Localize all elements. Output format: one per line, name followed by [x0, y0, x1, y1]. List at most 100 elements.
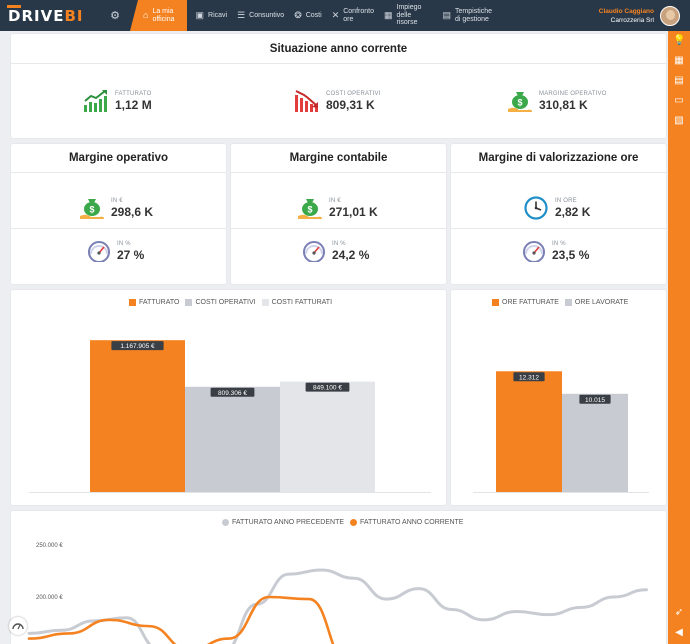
ore-value: 2,82 K [555, 204, 591, 219]
panel-situazione: Situazione anno corrente FATTURATO 1,12 … [11, 34, 666, 138]
gauge-icon [523, 241, 545, 262]
home-icon: ⌂ [143, 9, 149, 20]
bar-fatturato[interactable] [90, 340, 185, 492]
mo-eur-label: IN € [111, 197, 123, 204]
y-tick-label: 250.000 € [36, 543, 63, 549]
ore-pct-value: 23,5 % [552, 247, 590, 262]
nav-item-costi[interactable]: ❂ Costi [294, 9, 322, 20]
nav-item-impiego-risorse[interactable]: ▦ Impiego delle risorse [383, 4, 422, 27]
bar-ore-fatturate[interactable] [496, 371, 562, 492]
data-label: 849.100 € [313, 385, 342, 392]
divider [11, 63, 666, 64]
bar-ore-lavorate[interactable] [562, 393, 628, 492]
kpi-ore: IN ORE 2,82 K [523, 196, 590, 220]
kpi-ore-pct: IN % 23,5 % [522, 240, 589, 262]
logo-text-drive: DRIVE [8, 6, 65, 25]
legend-item-costi-fatturati[interactable]: COSTI FATTURATI [261, 299, 332, 306]
clock-icon [524, 196, 548, 220]
nav-item-tempistiche[interactable]: ▤ Tempistiche di gestione [442, 8, 492, 23]
divider [451, 228, 666, 229]
panel-chart-ore: ORE FATTURATE ORE LAVORATE 12.312 10.015 [451, 290, 666, 505]
panel-margine-ore: Margine di valorizzazione ore IN ORE 2,8… [451, 144, 666, 284]
margine-contabile-title: Margine contabile [289, 152, 388, 164]
mo-pct-value: 27 % [117, 247, 145, 262]
mc-eur-label: IN € [329, 197, 341, 204]
chart3-legend: FATTURATO ANNO PRECEDENTE FATTURATO ANNO… [222, 519, 469, 526]
legend-item-costi-operativi[interactable]: COSTI OPERATIVI [185, 299, 256, 306]
speedometer-icon [12, 623, 24, 630]
user-company: Carrozzeria Srl [610, 16, 654, 24]
document-icon[interactable]: ▤ [674, 75, 684, 86]
legend-item-anno-corrente[interactable]: FATTURATO ANNO CORRENTE [350, 519, 463, 526]
speedometer-fab[interactable] [9, 617, 27, 635]
situazione-title: Situazione anno corrente [269, 43, 408, 55]
margine-ore-title: Margine di valorizzazione ore [478, 152, 639, 164]
bar-chart-costi: 1.167.905 € 809.306 € 849.100 € [29, 340, 431, 493]
y-tick-label: 200.000 € [36, 595, 63, 601]
chart-up-icon [84, 90, 107, 112]
chat-icon[interactable]: ▭ [674, 95, 684, 106]
legend-item-anno-precedente[interactable]: FATTURATO ANNO PRECEDENTE [222, 519, 344, 526]
report-icon[interactable]: ▧ [674, 115, 684, 126]
logo-mark [7, 5, 21, 8]
nav-item-consuntivo[interactable]: ☰ Consuntivo [237, 9, 285, 20]
divider [11, 228, 226, 229]
gauge-icon [88, 241, 110, 262]
divider [231, 172, 446, 173]
legend-item-ore-fatturate[interactable]: ORE FATTURATE [492, 299, 559, 306]
costi-operativi-label: COSTI OPERATIVI [326, 90, 381, 97]
kpi-mc-pct: IN % 24,2 % [302, 240, 369, 262]
bar-costi-operativi[interactable] [185, 386, 280, 492]
avatar[interactable] [660, 5, 680, 26]
chart2-legend: ORE FATTURATE ORE LAVORATE [492, 299, 634, 306]
data-label: 12.312 [519, 374, 539, 381]
user-name: Claudio Caggiano [598, 7, 654, 15]
svg-text:$: $ [89, 205, 94, 215]
panel-chart-fatturato-anni: FATTURATO ANNO PRECEDENTE FATTURATO ANNO… [11, 511, 666, 644]
kpi-mo-pct: IN % 27 % [87, 240, 144, 262]
series-line-anno-precedente [27, 568, 648, 644]
ore-pct-label: IN % [552, 240, 566, 247]
top-navigation-bar: DRIVE BI ⚙ ⌂ La mia officina ▣ Ricavi ☰ Co… [0, 0, 690, 31]
logo-text-bi: BI [64, 6, 84, 25]
bar-costi-fatturati[interactable] [280, 381, 375, 492]
calendar-icon[interactable]: ▦ [674, 55, 684, 66]
megaphone-icon[interactable]: ◀ [675, 627, 683, 638]
divider [231, 228, 446, 229]
mc-pct-label: IN % [332, 240, 346, 247]
money-bag-icon: $ [508, 92, 532, 112]
right-tool-bar: 💡 ▦ ▤ ▭ ▧ ➶ ◀ [668, 31, 690, 644]
rocket-icon[interactable]: ➶ [674, 607, 684, 618]
data-label-bg [513, 372, 545, 382]
panel-margine-operativo: Margine operativo $ IN € 298,6 K IN % 27… [11, 144, 226, 284]
data-label: 809.306 € [218, 390, 247, 397]
calendar-check-icon: ▤ [442, 9, 452, 20]
legend-item-fatturato[interactable]: FATTURATO [129, 299, 179, 306]
chart-down-icon [295, 90, 318, 112]
svg-text:$: $ [517, 98, 522, 108]
data-label-bg [210, 387, 255, 397]
mo-eur-value: 298,6 K [111, 204, 154, 219]
gauge-icon [303, 241, 325, 262]
margine-operativo-label: MARGINE OPERATIVO [539, 90, 607, 97]
divider [11, 172, 226, 173]
lightbulb-icon[interactable]: 💡 [673, 35, 686, 46]
nav-item-confronto-ore[interactable]: ✕ Confronto ore [331, 8, 374, 23]
panel-margine-contabile: Margine contabile $ IN € 271,01 K IN % 2… [231, 144, 446, 284]
legend-item-ore-lavorate[interactable]: ORE LAVORATE [564, 299, 628, 306]
mc-pct-value: 24,2 % [332, 247, 370, 262]
nav-item-ricavi[interactable]: ▣ Ricavi [195, 9, 228, 20]
drivebi-logo[interactable]: DRIVE BI [0, 0, 100, 31]
nav-item-la-mia-officina[interactable]: ⌂ La mia officina [130, 0, 187, 31]
data-label-bg [579, 394, 611, 404]
margine-operativo-title: Margine operativo [68, 152, 169, 164]
kpi-fatturato: FATTURATO 1,12 M [83, 89, 152, 113]
user-menu[interactable]: Claudio Caggiano Carrozzeria Srl [599, 0, 690, 31]
gear-icon[interactable]: ⚙ [110, 10, 120, 22]
data-label-bg [305, 382, 350, 392]
data-label: 1.167.905 € [120, 343, 155, 350]
wallet-icon: ▣ [195, 9, 205, 20]
money-bag-icon: $ [298, 199, 322, 219]
calendar-icon: ▦ [383, 9, 393, 20]
line-chart-fatturato: 250.000 € 200.000 € [27, 543, 648, 644]
